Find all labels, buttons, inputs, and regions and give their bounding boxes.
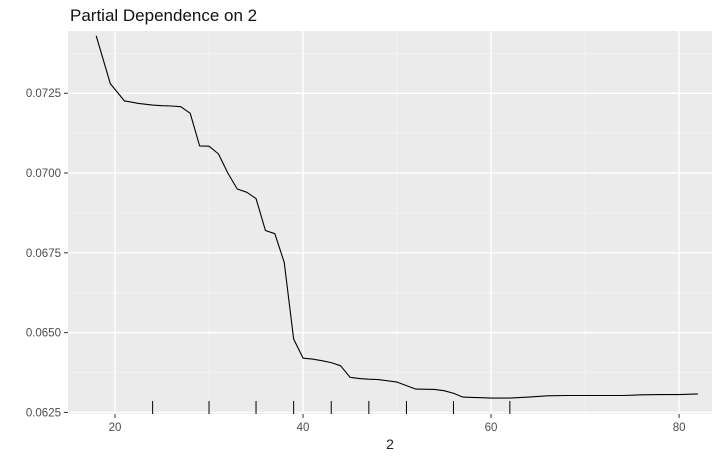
plot-panel [68, 31, 712, 414]
x-tick-label: 60 [485, 422, 498, 434]
x-axis: 20 40 60 80 [109, 414, 686, 434]
y-tick-label: 0.0625 [26, 407, 61, 419]
y-tick-label: 0.0725 [26, 88, 61, 100]
major-gridlines [68, 31, 712, 414]
chart-title: Partial Dependence on 2 [70, 6, 258, 25]
x-tick-label: 40 [297, 422, 310, 434]
x-tick-label: 80 [673, 422, 686, 434]
series-layer [95, 35, 698, 399]
series-line [95, 35, 698, 399]
y-tick-label: 0.0675 [26, 248, 61, 260]
y-tick-label: 0.0700 [26, 168, 61, 180]
y-axis: 0.0625 0.0650 0.0675 0.0700 0.0725 [26, 88, 68, 419]
x-tick-label: 20 [109, 422, 122, 434]
minor-gridlines [68, 31, 712, 414]
rug-marks [152, 401, 511, 414]
x-axis-label: 2 [386, 436, 394, 452]
y-tick-label: 0.0650 [26, 328, 61, 340]
